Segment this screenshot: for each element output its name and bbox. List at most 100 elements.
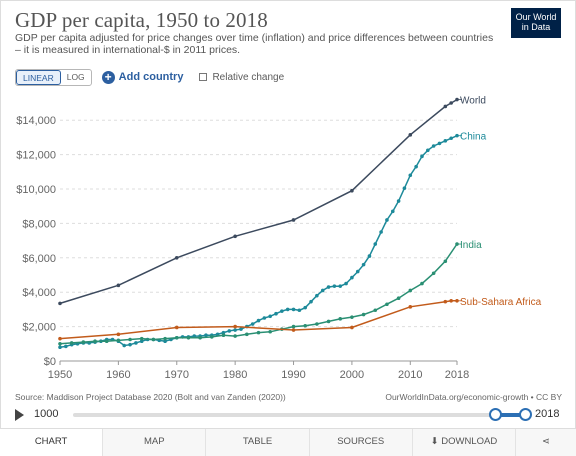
x-tick-label: 1960	[106, 369, 130, 381]
timeline-end-handle[interactable]	[519, 408, 532, 421]
data-point	[443, 259, 448, 264]
data-point	[69, 341, 74, 345]
data-point	[134, 341, 138, 345]
data-point	[139, 336, 144, 341]
chart-controls: LINEAR LOG + Add country Relative change	[15, 68, 284, 86]
data-point	[309, 299, 313, 304]
data-point	[221, 333, 226, 338]
share-button[interactable]: ⋖	[516, 429, 576, 456]
series-line-china	[59, 135, 458, 348]
share-icon: ⋖	[542, 436, 550, 447]
y-axis-ticks: $0 $2,000 $4,000 $6,000 $8,000 $10,000 $12,000…	[16, 115, 56, 368]
timeline-selected-range	[494, 413, 525, 417]
data-point	[198, 335, 202, 340]
owid-link[interactable]: OurWorldInData.org/economic-growth • CC …	[385, 392, 562, 402]
data-point	[449, 299, 453, 303]
data-point	[128, 337, 132, 342]
data-point	[280, 309, 284, 313]
linear-scale-button[interactable]: LINEAR	[16, 69, 61, 85]
data-point	[350, 188, 354, 193]
data-point	[291, 328, 296, 332]
logo-line-2: in Data	[521, 22, 551, 32]
data-point	[455, 97, 459, 102]
owid-logo[interactable]: Our World in Data	[511, 8, 561, 38]
x-axis-ticks: 1950 1960 1970 1980 1990 2000 2010 2018	[48, 361, 469, 381]
data-point	[420, 281, 424, 286]
play-icon[interactable]	[15, 409, 24, 421]
timeline-start-handle[interactable]	[488, 408, 502, 421]
data-point	[209, 335, 214, 339]
timeline-track[interactable]	[73, 413, 525, 417]
series-line-sub-sahara-africa	[59, 300, 457, 340]
x-tick-label: 2018	[445, 369, 469, 381]
data-point	[379, 230, 383, 234]
timeline-start-year: 1000	[34, 408, 59, 420]
relative-change-checkbox[interactable]	[199, 73, 208, 81]
y-tick-label: $14,000	[16, 115, 56, 127]
data-point	[163, 339, 167, 344]
relative-change-toggle[interactable]: Relative change	[199, 72, 284, 83]
data-point	[437, 141, 442, 146]
data-point	[239, 327, 243, 331]
data-point	[139, 339, 144, 344]
x-tick-label: 1990	[281, 369, 305, 381]
data-point	[274, 311, 278, 316]
data-point	[58, 342, 62, 346]
chart-svg: $0 $2,000 $4,000 $6,000 $8,000 $10,000 $12,000…	[16, 96, 542, 381]
data-point	[332, 284, 337, 288]
data-point	[408, 173, 413, 178]
data-point	[116, 338, 121, 343]
tab-download[interactable]: ⬇ DOWNLOAD	[413, 429, 517, 456]
tab-table[interactable]: TABLE	[206, 429, 310, 456]
data-point	[361, 312, 366, 317]
data-point	[116, 283, 121, 288]
data-point	[443, 299, 448, 304]
timeline: 1000 2018	[15, 407, 565, 423]
log-scale-button[interactable]: LOG	[66, 71, 85, 82]
add-country-button[interactable]: + Add country	[101, 70, 183, 84]
data-point	[128, 342, 132, 347]
data-point	[256, 318, 261, 323]
series-label: Sub-Sahara Africa	[460, 297, 542, 308]
data-point	[402, 186, 407, 190]
data-point	[414, 164, 418, 169]
x-tick-label: 2000	[340, 369, 364, 381]
tab-sources[interactable]: SOURCES	[310, 429, 413, 456]
data-point	[227, 329, 232, 333]
data-point	[291, 218, 296, 222]
data-point	[408, 305, 413, 309]
data-point	[122, 343, 127, 348]
series-lines	[58, 97, 459, 350]
data-point	[373, 242, 378, 246]
data-point	[326, 285, 331, 289]
data-point	[326, 319, 331, 324]
data-point	[268, 314, 272, 319]
data-point	[291, 324, 296, 329]
y-tick-label: $0	[44, 356, 56, 368]
x-tick-label: 1970	[165, 369, 189, 381]
data-point	[449, 101, 453, 105]
tab-map[interactable]: MAP	[103, 429, 207, 456]
data-point	[58, 345, 62, 350]
data-point	[285, 307, 290, 312]
data-point	[297, 308, 302, 313]
timeline-end-year: 2018	[535, 408, 560, 420]
tab-chart[interactable]: CHART	[0, 429, 104, 456]
data-point	[174, 325, 179, 330]
chart-subtitle: GDP per capita adjusted for price change…	[15, 32, 494, 56]
y-tick-label: $2,000	[22, 322, 56, 334]
data-point	[396, 199, 401, 203]
chart-title: GDP per capita, 1950 to 2018	[15, 8, 268, 32]
data-point	[315, 293, 319, 298]
data-point	[233, 234, 237, 239]
data-point	[204, 333, 208, 338]
data-point	[350, 325, 354, 330]
data-point	[408, 133, 413, 137]
data-point	[262, 316, 267, 320]
data-point	[303, 323, 308, 328]
logo-line-1: Our World	[515, 12, 557, 22]
data-point	[151, 337, 156, 342]
data-point	[361, 262, 366, 267]
data-point	[455, 299, 459, 303]
data-point	[431, 271, 436, 276]
